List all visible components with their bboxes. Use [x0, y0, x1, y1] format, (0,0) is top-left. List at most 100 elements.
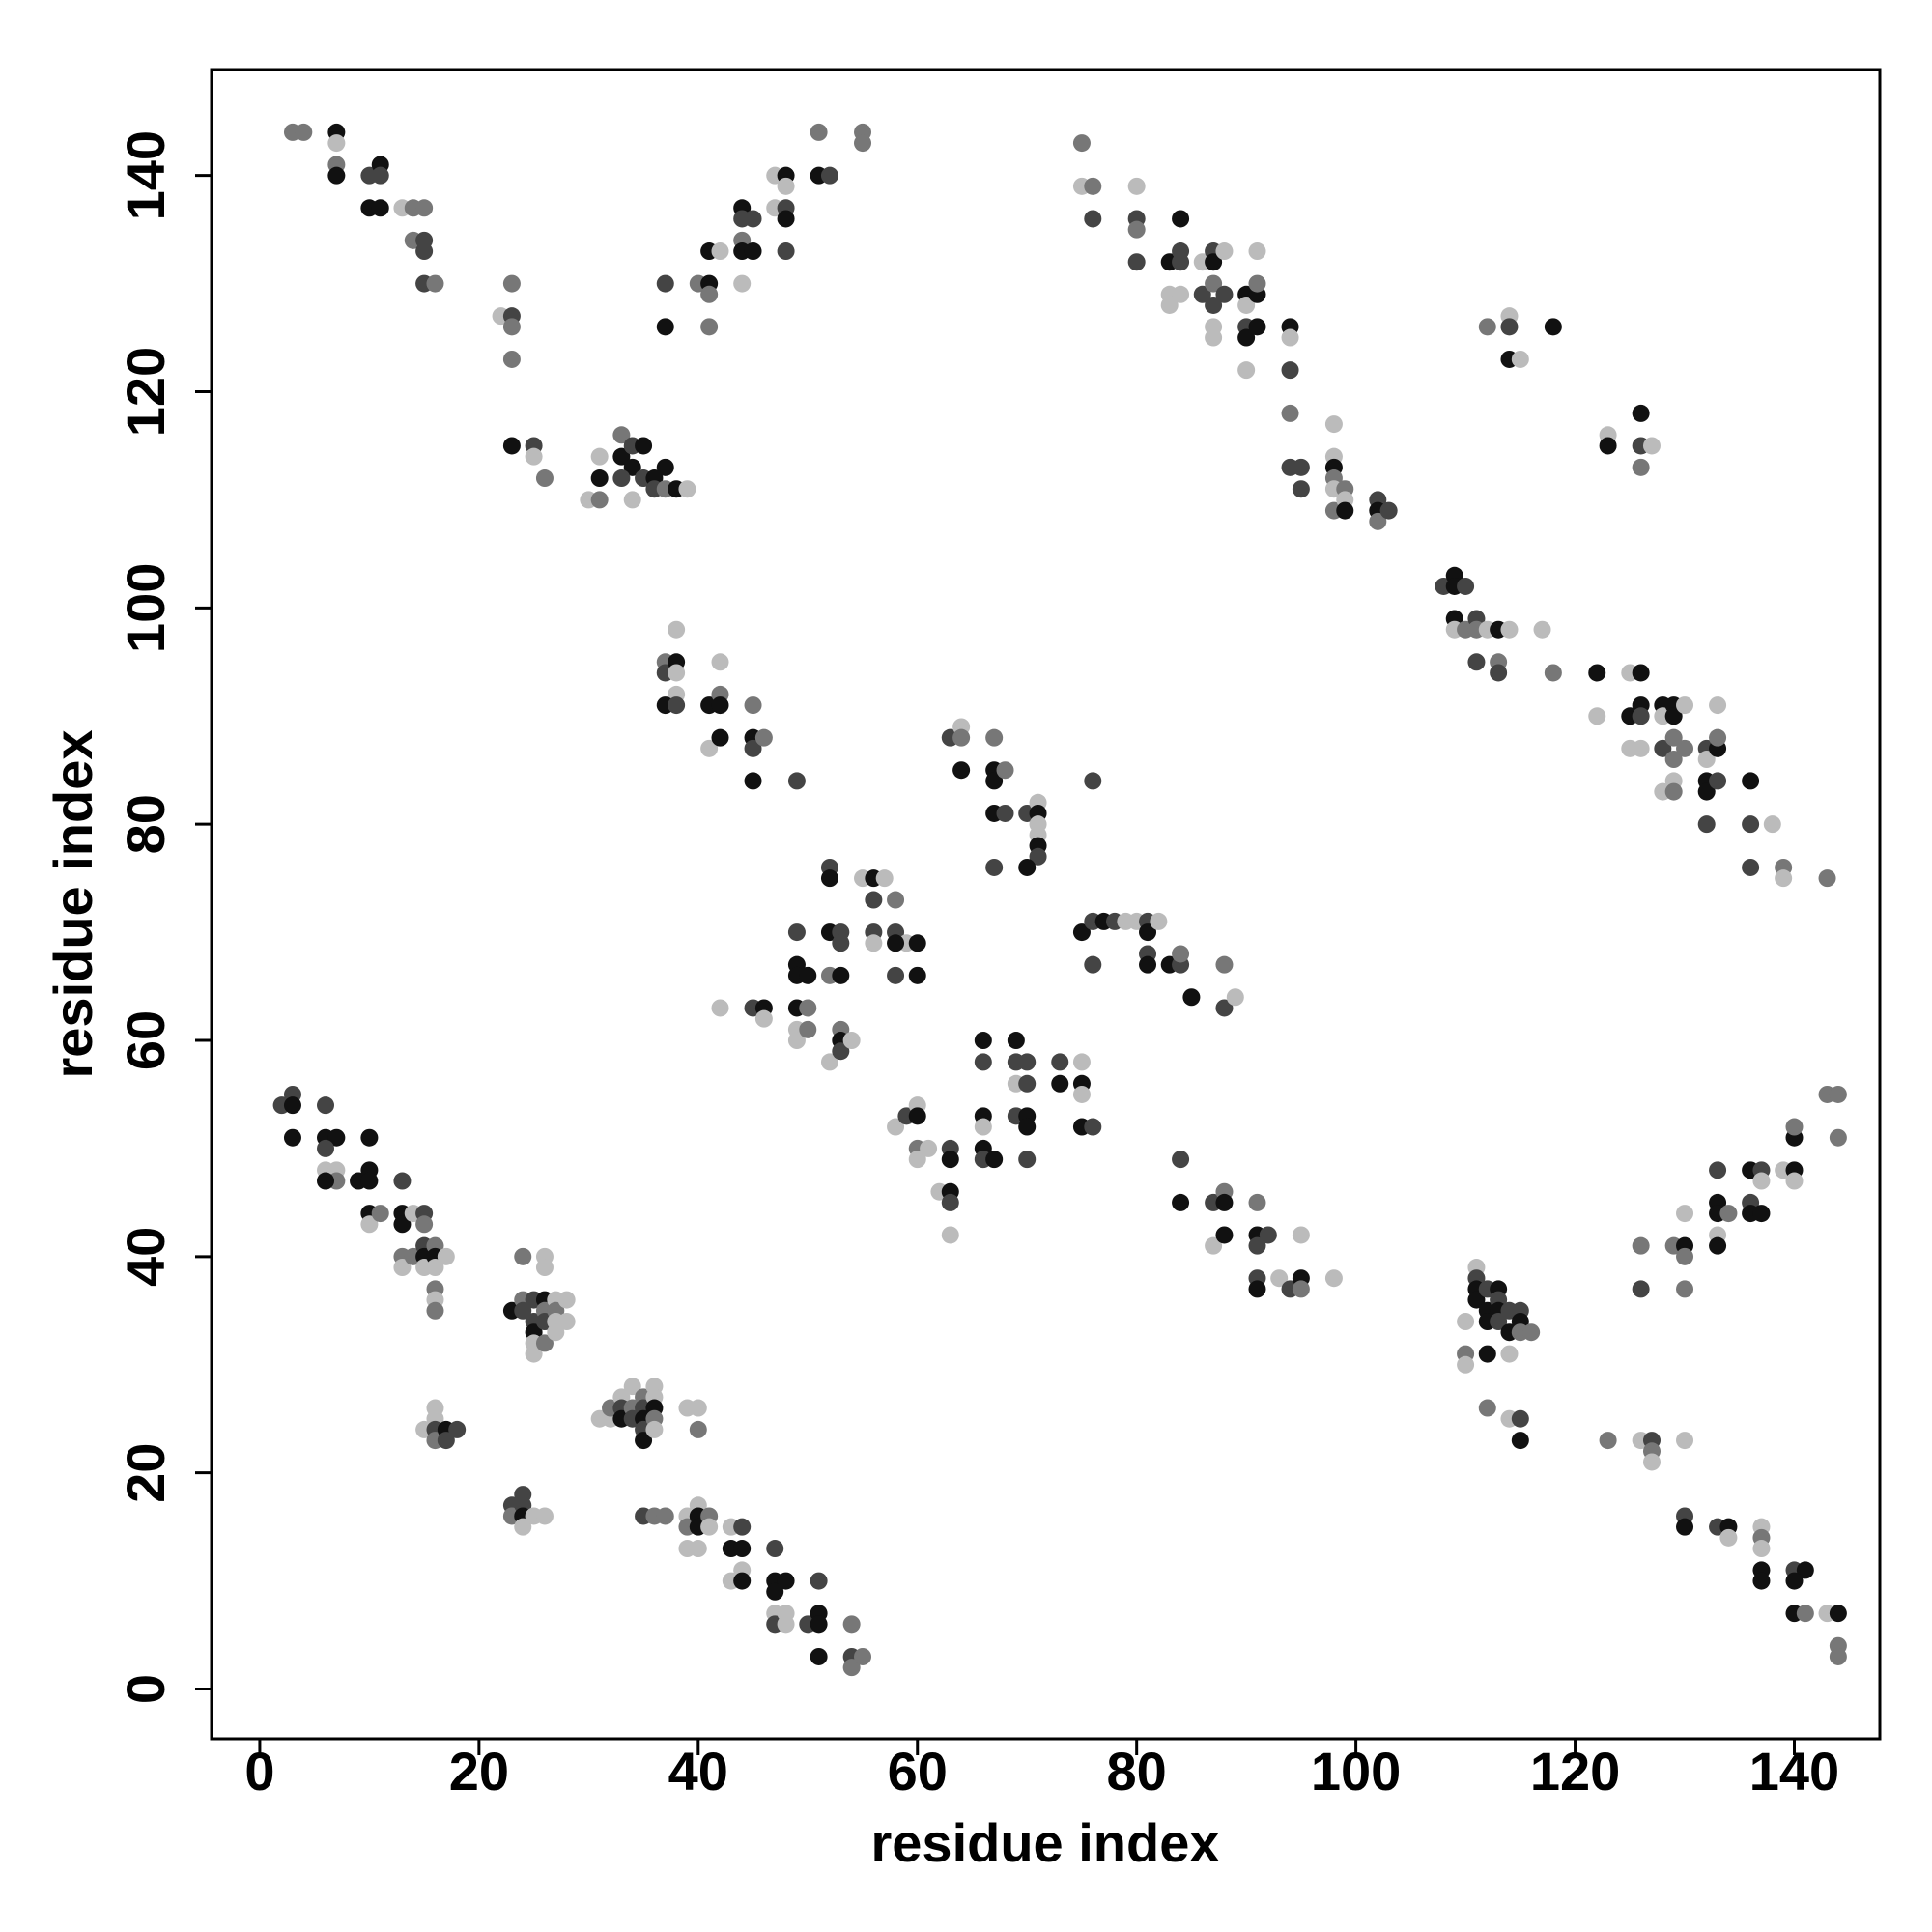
point — [996, 804, 1014, 822]
point — [941, 1151, 959, 1169]
points — [272, 123, 1847, 1677]
point — [887, 966, 905, 984]
point — [1084, 772, 1102, 790]
point — [668, 664, 686, 682]
point — [744, 739, 762, 757]
point — [514, 1301, 532, 1320]
point — [1709, 696, 1727, 715]
point — [525, 1345, 543, 1363]
point — [1215, 955, 1234, 974]
point — [842, 1032, 861, 1050]
point — [1544, 318, 1562, 336]
point — [1709, 1236, 1727, 1255]
point — [1281, 328, 1299, 347]
point — [1127, 177, 1146, 195]
point — [689, 1399, 707, 1417]
point — [1072, 923, 1091, 942]
point — [700, 739, 719, 757]
point — [1127, 253, 1146, 271]
point — [317, 1139, 335, 1157]
point — [1205, 1236, 1223, 1255]
point — [668, 620, 686, 639]
point — [656, 1507, 674, 1525]
point — [908, 1151, 926, 1169]
point — [1490, 1313, 1508, 1330]
point — [744, 210, 762, 228]
point — [744, 696, 762, 715]
point — [612, 447, 631, 466]
point — [514, 1518, 532, 1536]
point — [1281, 404, 1299, 422]
point — [1588, 664, 1606, 682]
point — [799, 1020, 817, 1038]
point — [1752, 1172, 1771, 1190]
point — [1719, 1528, 1738, 1547]
point — [1369, 512, 1387, 530]
point — [865, 934, 883, 952]
point — [1215, 285, 1234, 303]
x-tick-label: 40 — [668, 1741, 728, 1802]
point — [810, 1647, 828, 1665]
point — [854, 134, 872, 153]
point — [317, 1096, 335, 1115]
point — [1457, 577, 1475, 595]
point — [1172, 945, 1190, 963]
point — [1139, 955, 1157, 974]
point — [1237, 361, 1256, 380]
point — [787, 1032, 806, 1050]
point — [1127, 220, 1146, 239]
point — [1172, 285, 1190, 303]
point — [1324, 1269, 1343, 1288]
point — [908, 1107, 926, 1125]
point — [1709, 772, 1727, 790]
point — [1018, 1151, 1037, 1169]
point — [820, 166, 838, 185]
point — [777, 1615, 795, 1634]
point — [941, 1226, 959, 1244]
point — [832, 1042, 850, 1061]
point — [799, 966, 817, 984]
point — [1676, 1247, 1694, 1265]
point — [1676, 696, 1694, 715]
point — [393, 1259, 412, 1277]
point — [1742, 772, 1760, 790]
point — [1676, 739, 1694, 757]
point — [1719, 1205, 1738, 1223]
x-axis-label: residue index — [870, 1812, 1219, 1873]
point — [535, 1259, 554, 1277]
point — [623, 1378, 641, 1396]
point — [1632, 1236, 1650, 1255]
point — [1785, 1118, 1804, 1136]
point — [1676, 1280, 1694, 1298]
point — [426, 1301, 444, 1320]
y-tick-label: 60 — [115, 1010, 176, 1070]
point — [426, 1259, 444, 1277]
point — [733, 1518, 752, 1536]
point — [1248, 242, 1266, 261]
point — [1697, 815, 1716, 834]
y-axis-label: residue index — [43, 729, 103, 1078]
point — [810, 123, 828, 141]
point — [612, 469, 631, 488]
point — [733, 1540, 752, 1558]
point — [415, 1215, 434, 1234]
point — [1676, 1432, 1694, 1450]
x-tick-label: 80 — [1107, 1741, 1167, 1802]
point — [1457, 1313, 1475, 1330]
point — [502, 350, 521, 368]
point — [1709, 1161, 1727, 1179]
point — [733, 1572, 752, 1590]
y-tick-label: 20 — [115, 1443, 176, 1503]
point — [656, 274, 674, 293]
point — [820, 1053, 838, 1071]
point — [1632, 1280, 1650, 1298]
point — [1150, 912, 1168, 930]
point — [1172, 1193, 1190, 1211]
point — [645, 1420, 664, 1438]
point — [1533, 620, 1551, 639]
point — [283, 1096, 301, 1115]
point — [612, 426, 631, 444]
point — [327, 134, 346, 153]
point — [974, 1032, 992, 1050]
point — [1642, 437, 1661, 455]
